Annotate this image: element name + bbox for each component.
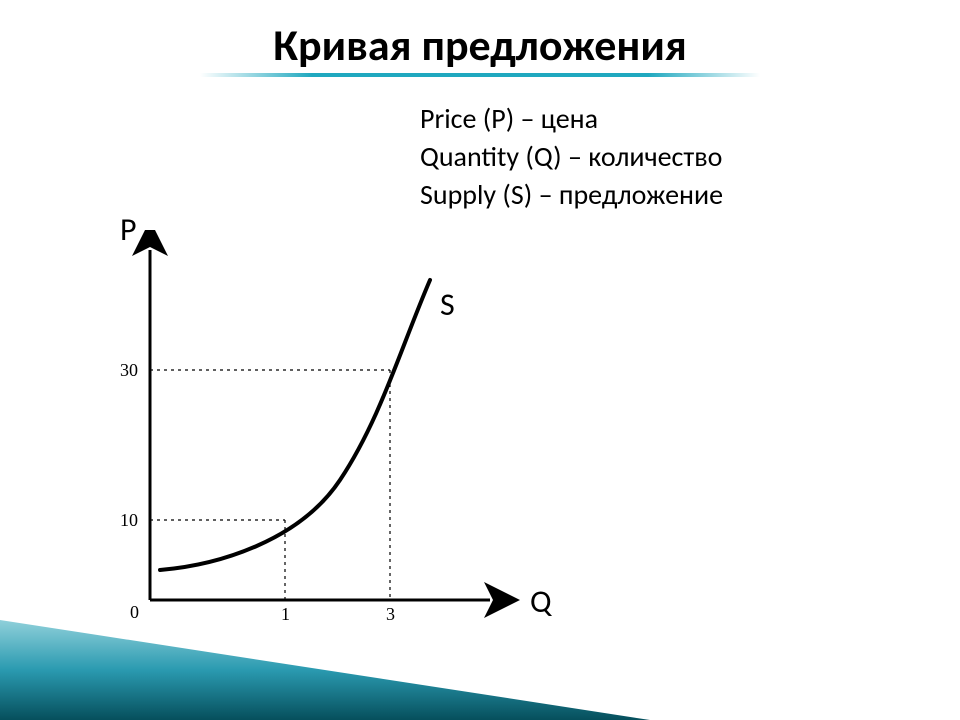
corner-decoration xyxy=(0,0,960,720)
corner-triangle xyxy=(0,620,650,720)
x-tick-1: 1 xyxy=(281,604,290,625)
origin-label: 0 xyxy=(130,602,139,623)
x-tick-3: 3 xyxy=(386,604,395,625)
y-tick-10: 10 xyxy=(120,510,138,531)
y-tick-30: 30 xyxy=(120,360,138,381)
